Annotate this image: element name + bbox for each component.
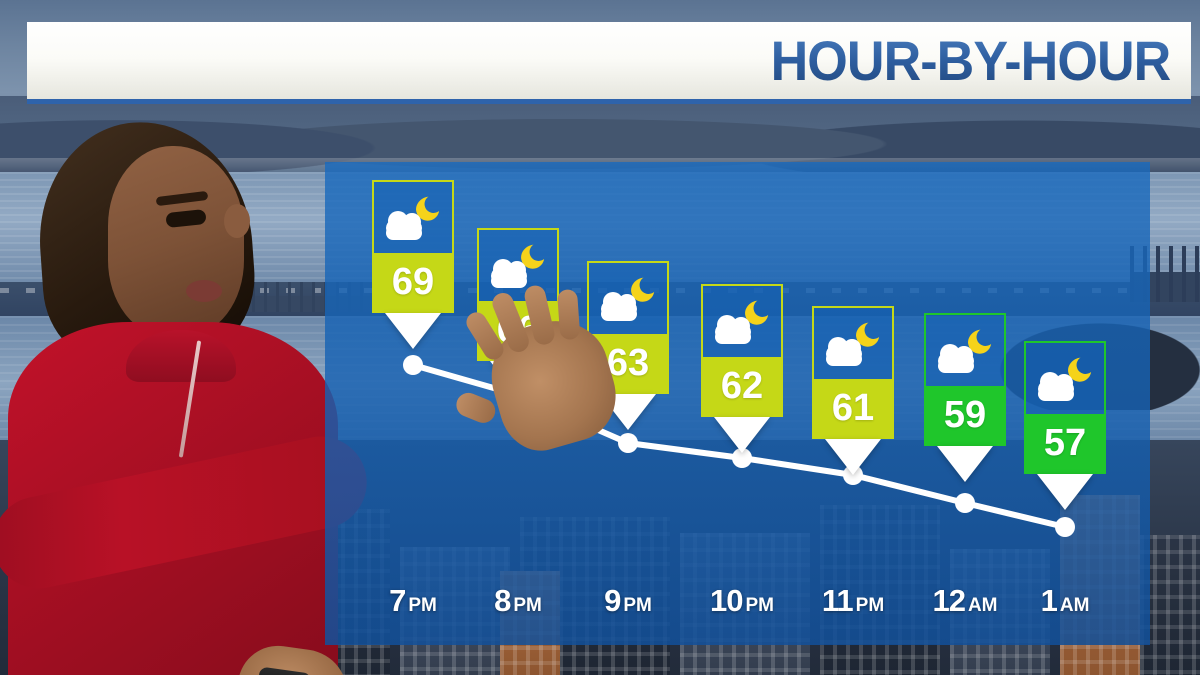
card-weather-icon	[372, 180, 454, 253]
forecast-card[interactable]: 62	[701, 284, 783, 453]
axis-tick-7-pm: 7 PM	[389, 583, 437, 619]
building	[1140, 535, 1200, 675]
temperature-value: 62	[720, 365, 764, 407]
card-temperature: 69	[372, 253, 454, 313]
axis-tick-11-pm: 11 PM	[822, 583, 884, 619]
axis-tick-12-am: 12 AM	[932, 583, 997, 619]
forecast-card[interactable]: 59	[924, 313, 1006, 482]
tick-hour: 1	[1040, 583, 1058, 618]
tick-hour: 12	[932, 583, 965, 618]
meteorologist-presenter	[0, 108, 376, 675]
axis-tick-1-am: 1 AM	[1041, 583, 1090, 619]
partly-cloudy-night-icon	[491, 244, 545, 288]
axis-tick-8-pm: 8 PM	[494, 583, 542, 619]
card-temperature: 59	[924, 386, 1006, 446]
tick-hour: 9	[604, 583, 621, 618]
partly-cloudy-night-icon	[715, 300, 769, 344]
card-weather-icon	[477, 228, 559, 301]
forecast-card[interactable]: 69	[372, 180, 454, 349]
temperature-value: 69	[391, 261, 435, 303]
card-weather-icon	[701, 284, 783, 357]
temperature-value: 59	[943, 394, 987, 436]
presenter-face	[108, 146, 250, 336]
partly-cloudy-night-icon	[601, 277, 655, 321]
presenter-lips	[186, 280, 222, 302]
tick-meridiem: PM	[745, 595, 774, 616]
tick-hour: 8	[494, 583, 511, 618]
card-pointer	[714, 417, 770, 453]
tick-hour: 11	[821, 583, 854, 618]
card-weather-icon	[924, 313, 1006, 386]
tick-meridiem: AM	[967, 595, 998, 616]
card-temperature: 62	[701, 357, 783, 417]
card-pointer	[937, 446, 993, 482]
tick-meridiem: AM	[1059, 595, 1090, 616]
card-weather-icon	[1024, 341, 1106, 414]
temperature-value: 63	[606, 342, 650, 384]
temperature-value: 57	[1043, 422, 1087, 464]
forecast-card[interactable]: 57	[1024, 341, 1106, 510]
card-temperature: 57	[1024, 414, 1106, 474]
presenter-collar	[126, 330, 236, 382]
axis-tick-10-pm: 10 PM	[710, 583, 774, 619]
tick-hour: 10	[710, 583, 743, 618]
tick-meridiem: PM	[623, 595, 652, 616]
time-axis: 7 PM 8 PM 9 PM 10 PM 11 PM 12 AM 1 AM	[325, 583, 1150, 619]
tick-meridiem: PM	[408, 595, 437, 616]
partly-cloudy-night-icon	[386, 196, 440, 240]
card-weather-icon	[812, 306, 894, 379]
axis-tick-9-pm: 9 PM	[604, 583, 652, 619]
card-temperature: 61	[812, 379, 894, 439]
forecast-card[interactable]: 61	[812, 306, 894, 475]
page-title: HOUR-BY-HOUR	[771, 28, 1191, 93]
card-pointer	[825, 439, 881, 475]
header-banner: HOUR-BY-HOUR	[27, 22, 1191, 104]
card-pointer	[385, 313, 441, 349]
partly-cloudy-night-icon	[1038, 357, 1092, 401]
temperature-value: 61	[831, 387, 875, 429]
tick-hour: 7	[389, 583, 406, 618]
tick-meridiem: PM	[513, 595, 542, 616]
card-pointer	[1037, 474, 1093, 510]
card-weather-icon	[587, 261, 669, 334]
partly-cloudy-night-icon	[826, 322, 880, 366]
tick-meridiem: PM	[855, 595, 885, 616]
partly-cloudy-night-icon	[938, 329, 992, 373]
